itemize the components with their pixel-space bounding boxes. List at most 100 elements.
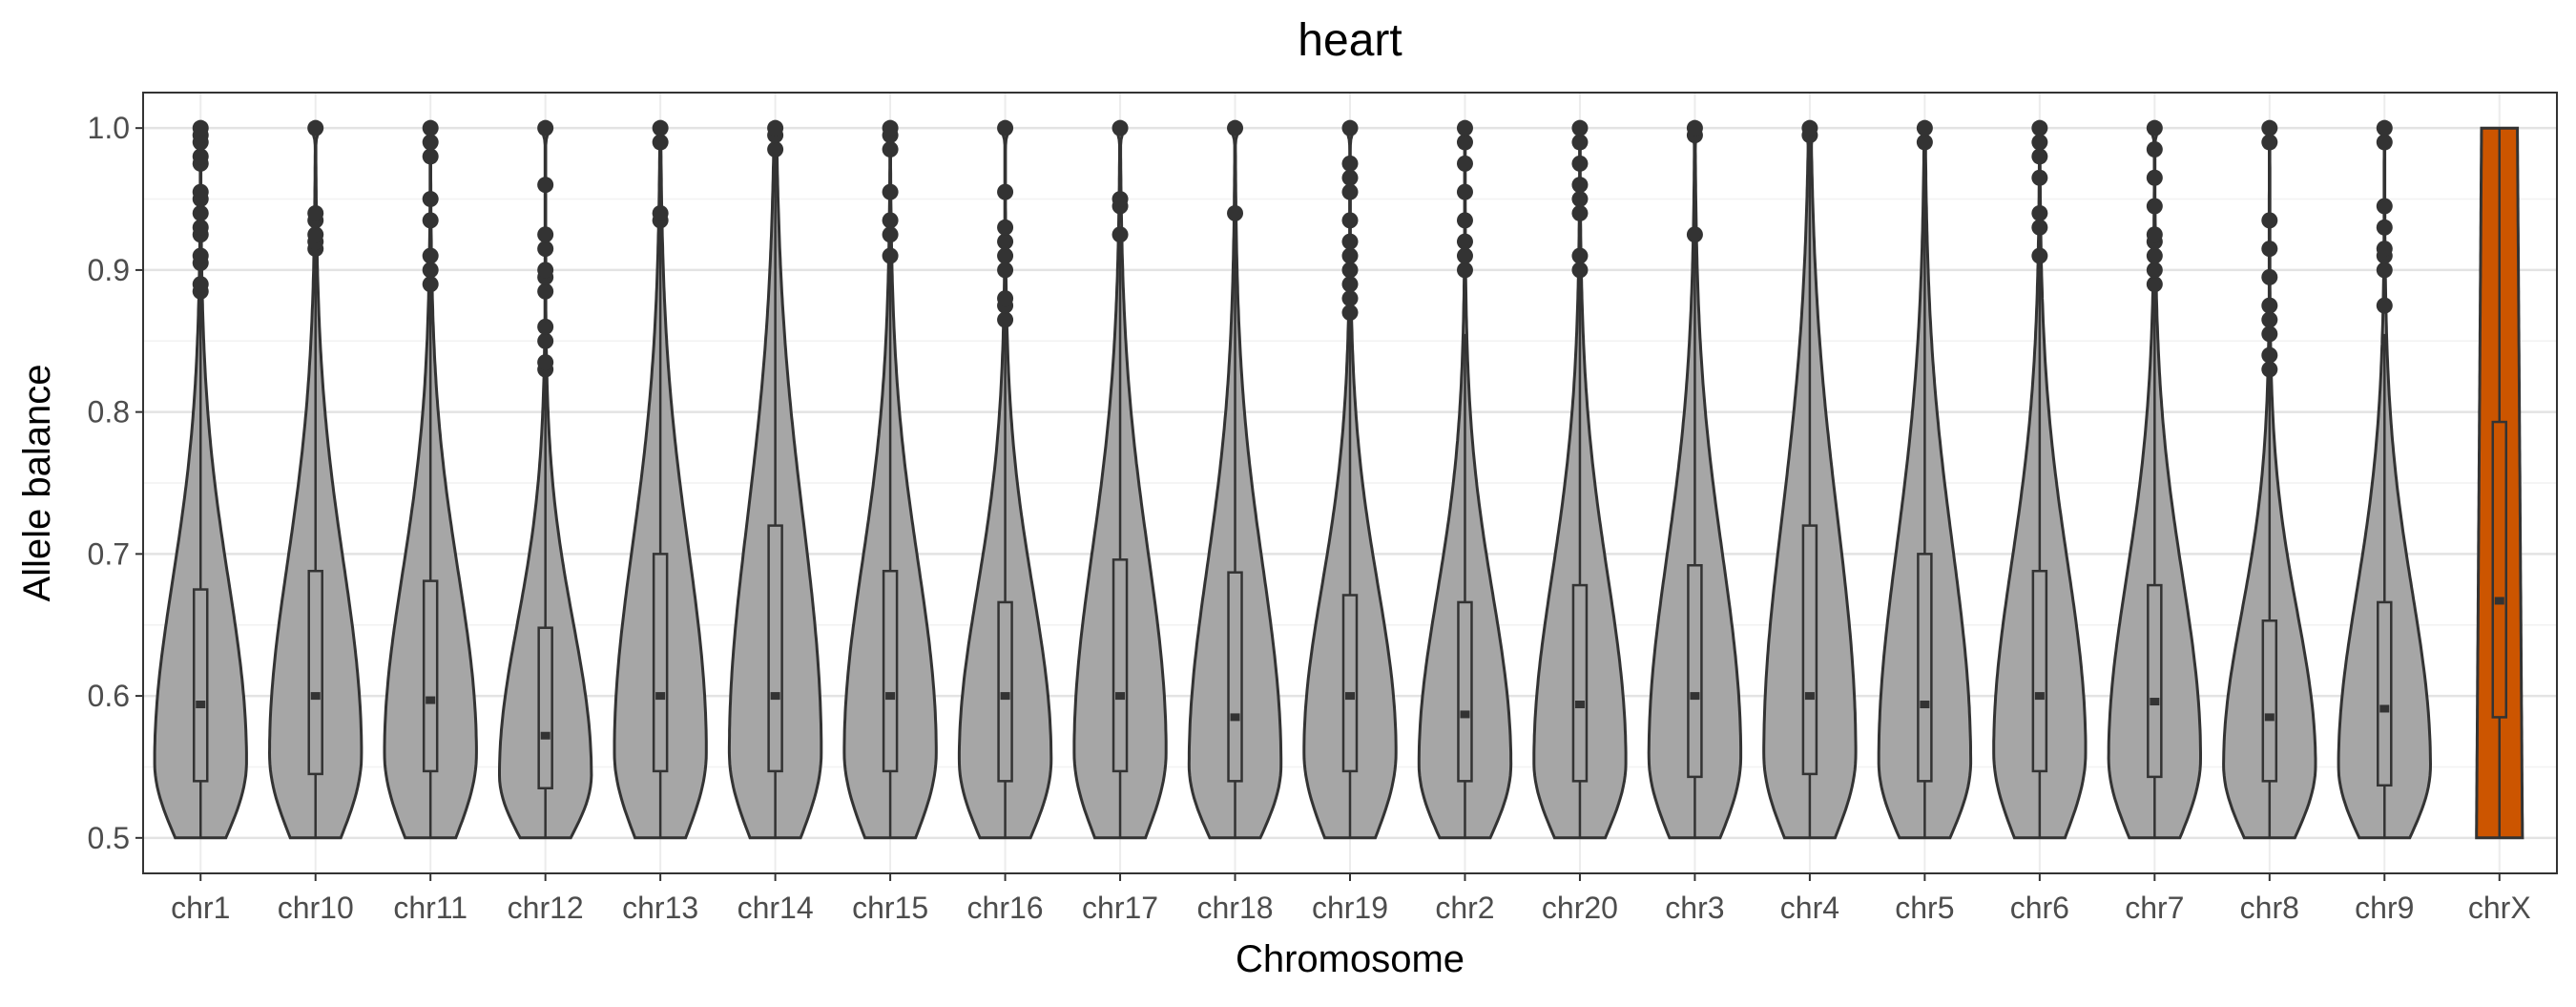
outlier-point — [192, 276, 209, 293]
outlier-point — [307, 226, 324, 243]
outlier-point — [1341, 183, 1359, 200]
outlier-point — [882, 119, 899, 136]
x-tick-label: chr9 — [2355, 891, 2414, 925]
y-tick-label: 0.7 — [88, 536, 130, 571]
violins — [153, 119, 2524, 840]
outlier-point — [1111, 226, 1129, 243]
outlier-point — [2261, 311, 2278, 328]
outlier-point — [1916, 119, 1933, 136]
outlier-point — [882, 183, 899, 200]
outlier-point — [1111, 191, 1129, 208]
median-mark — [1690, 692, 1700, 701]
x-tick-label: chr15 — [852, 891, 928, 925]
outlier-point — [997, 219, 1014, 236]
y-axis-ticks: 0.5 0.6 0.7 0.8 0.9 1.0 — [88, 111, 143, 855]
iqr-box — [767, 524, 783, 773]
outlier-point — [2261, 268, 2278, 285]
median-mark — [2034, 692, 2045, 701]
iqr-box — [422, 579, 439, 773]
outlier-point — [422, 212, 439, 229]
outlier-point — [1456, 134, 1473, 151]
median-mark — [885, 692, 896, 701]
outlier-point — [997, 247, 1014, 264]
iqr-box — [1457, 600, 1473, 783]
violin-chr8 — [2222, 119, 2317, 840]
outlier-point — [192, 148, 209, 165]
median-mark — [655, 692, 666, 701]
y-tick-label: 1.0 — [88, 111, 130, 145]
x-tick-label: chr7 — [2125, 891, 2184, 925]
outlier-point — [537, 177, 554, 194]
median-mark — [1574, 701, 1585, 709]
y-tick-label: 0.5 — [88, 821, 130, 855]
outlier-point — [192, 204, 209, 221]
violin-chrX — [2475, 126, 2524, 840]
outlier-point — [767, 119, 784, 136]
outlier-point — [2146, 262, 2163, 279]
outlier-point — [997, 311, 1014, 328]
outlier-point — [537, 119, 554, 136]
iqr-box — [1687, 564, 1703, 779]
outlier-point — [192, 183, 209, 200]
outlier-point — [652, 119, 669, 136]
outlier-point — [997, 262, 1014, 279]
outlier-point — [422, 262, 439, 279]
outlier-point — [652, 204, 669, 221]
outlier-point — [307, 119, 324, 136]
violin-chr1 — [153, 119, 248, 840]
iqr-box — [882, 569, 899, 773]
outlier-point — [1341, 276, 1359, 293]
iqr-box — [1111, 558, 1129, 773]
outlier-point — [1341, 155, 1359, 172]
outlier-point — [1341, 233, 1359, 250]
violin-chr6 — [1992, 119, 2088, 840]
outlier-point — [2031, 204, 2048, 221]
y-tick-label: 0.8 — [88, 395, 130, 430]
outlier-point — [2376, 262, 2393, 279]
outlier-point — [1227, 119, 1244, 136]
outlier-point — [1341, 212, 1359, 229]
outlier-point — [192, 119, 209, 136]
outlier-point — [1571, 177, 1589, 194]
outlier-point — [2031, 219, 2048, 236]
outlier-point — [422, 191, 439, 208]
x-tick-label: chrX — [2468, 891, 2531, 925]
violin-chr13 — [613, 119, 708, 840]
outlier-point — [307, 204, 324, 221]
outlier-point — [422, 134, 439, 151]
outlier-point — [2376, 219, 2393, 236]
outlier-point — [1341, 304, 1359, 322]
outlier-point — [2146, 226, 2163, 243]
y-tick-label: 0.6 — [88, 679, 130, 713]
median-mark — [2494, 597, 2504, 605]
outlier-point — [1456, 233, 1473, 250]
x-tick-label: chr8 — [2240, 891, 2299, 925]
outlier-point — [1571, 204, 1589, 221]
x-tick-label: chr16 — [967, 891, 1044, 925]
violin-chr11 — [383, 119, 478, 840]
outlier-point — [997, 290, 1014, 307]
median-mark — [1115, 692, 1126, 701]
outlier-point — [1571, 191, 1589, 208]
outlier-point — [422, 119, 439, 136]
outlier-point — [2146, 247, 2163, 264]
violin-chr16 — [957, 119, 1053, 840]
outlier-point — [997, 183, 1014, 200]
outlier-point — [192, 247, 209, 264]
x-tick-label: chr19 — [1312, 891, 1388, 925]
outlier-point — [1801, 119, 1818, 136]
iqr-box — [2491, 420, 2508, 719]
violin-chr19 — [1302, 119, 1398, 840]
x-tick-label: chr5 — [1895, 891, 1954, 925]
median-mark — [2379, 704, 2390, 713]
outlier-point — [2376, 198, 2393, 215]
iqr-box — [997, 600, 1013, 783]
x-tick-label: chr6 — [2010, 891, 2069, 925]
outlier-point — [1341, 262, 1359, 279]
outlier-point — [1571, 119, 1589, 136]
outlier-point — [2146, 198, 2163, 215]
x-tick-label: chr20 — [1542, 891, 1618, 925]
outlier-point — [2261, 361, 2278, 378]
outlier-point — [1341, 247, 1359, 264]
